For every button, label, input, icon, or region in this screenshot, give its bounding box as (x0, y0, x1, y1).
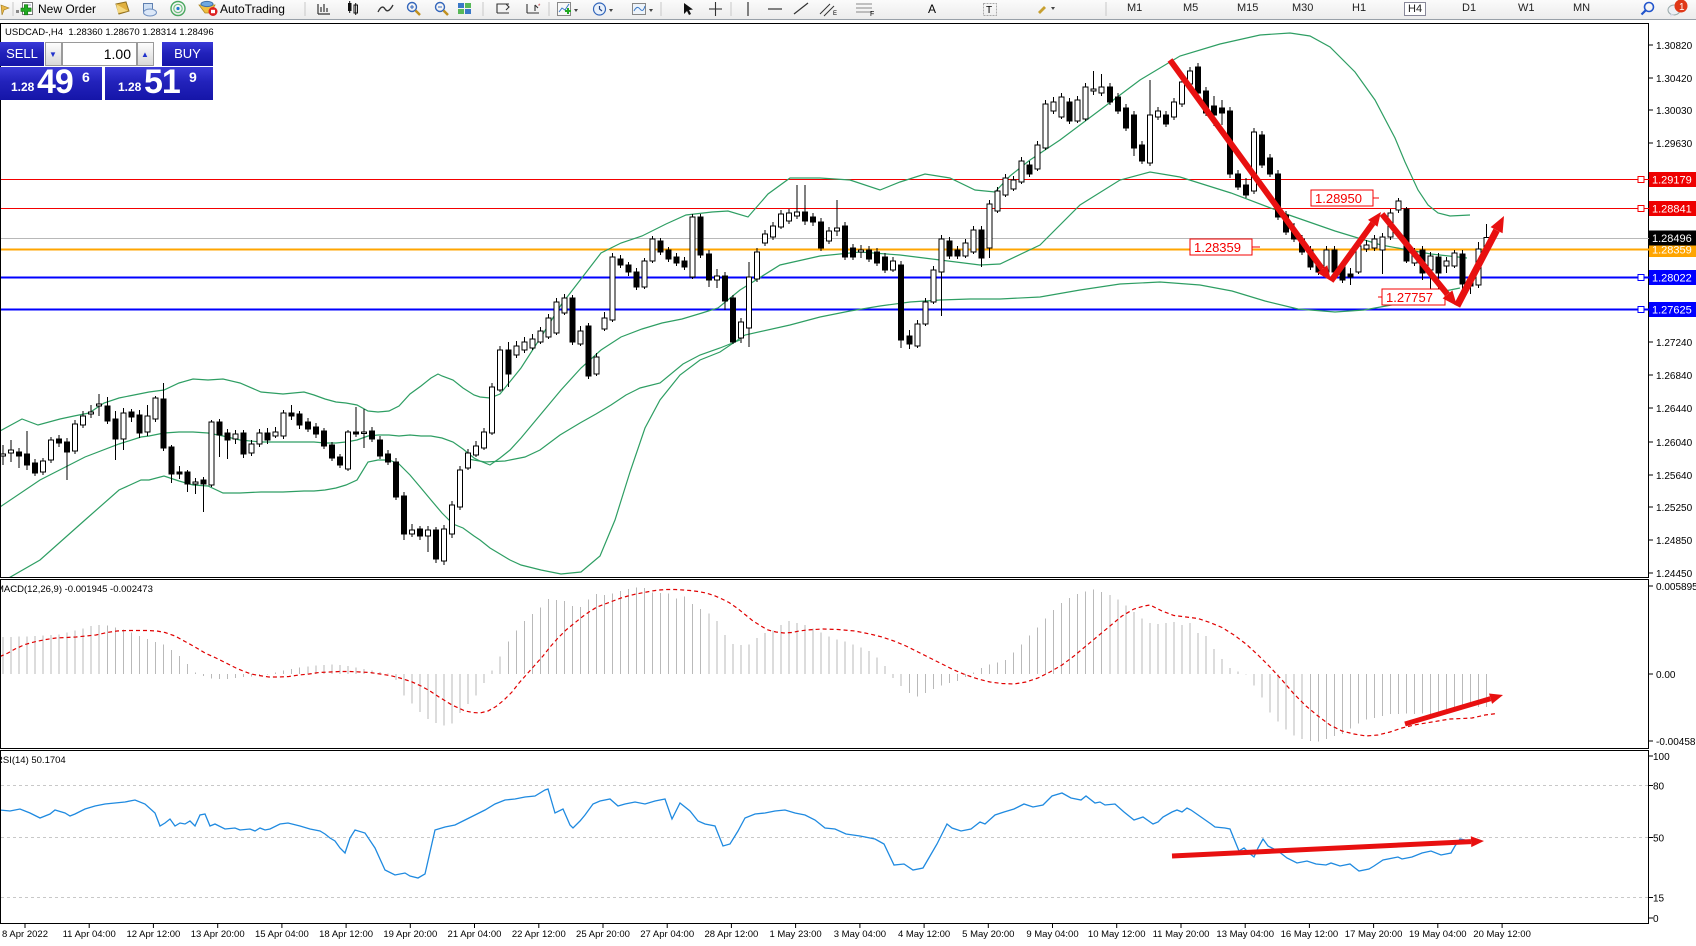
svg-text:1: 1 (1679, 2, 1685, 13)
svg-text:F: F (870, 11, 874, 18)
svg-text:1.27625: 1.27625 (1652, 305, 1692, 317)
svg-text:11 Apr 04:00: 11 Apr 04:00 (63, 929, 116, 940)
svg-text:50: 50 (1653, 834, 1665, 845)
svg-text:1.25250: 1.25250 (1656, 503, 1693, 514)
svg-text:1.26040: 1.26040 (1656, 438, 1693, 449)
svg-text:5 May 20:00: 5 May 20:00 (962, 929, 1014, 940)
svg-text:T: T (986, 5, 992, 16)
svg-text:12 Apr 12:00: 12 Apr 12:00 (126, 929, 180, 940)
svg-text:1.28496: 1.28496 (1652, 233, 1692, 245)
svg-text:1.27757: 1.27757 (1386, 290, 1433, 305)
svg-text:1.28841: 1.28841 (1652, 204, 1692, 216)
svg-text:1.28359: 1.28359 (1194, 240, 1241, 255)
svg-text:-0.004586: -0.004586 (1656, 737, 1696, 748)
svg-text:0.005895: 0.005895 (1656, 582, 1696, 593)
svg-text:11 May 20:00: 11 May 20:00 (1153, 929, 1210, 940)
svg-text:100: 100 (1653, 752, 1670, 763)
svg-text:13 May 04:00: 13 May 04:00 (1216, 929, 1274, 940)
svg-text:1.29179: 1.29179 (1652, 175, 1692, 187)
svg-text:9 May 04:00: 9 May 04:00 (1026, 929, 1078, 940)
svg-text:1 May 23:00: 1 May 23:00 (769, 929, 821, 940)
svg-text:27 Apr 04:00: 27 Apr 04:00 (640, 929, 694, 940)
svg-text:1.29630: 1.29630 (1656, 139, 1693, 150)
svg-text:25 Apr 20:00: 25 Apr 20:00 (576, 929, 630, 940)
svg-text:10 May 12:00: 10 May 12:00 (1088, 929, 1146, 940)
svg-text:USDCAD-,H4 1.28360 1.28670 1.: USDCAD-,H4 1.28360 1.28670 1.28314 1.284… (5, 27, 214, 38)
svg-text:*: * (538, 4, 541, 10)
svg-text:15 Apr 04:00: 15 Apr 04:00 (255, 929, 309, 940)
svg-text:1.28950: 1.28950 (1315, 191, 1362, 206)
svg-text:1.30420: 1.30420 (1656, 74, 1693, 85)
svg-text:1.26440: 1.26440 (1656, 404, 1693, 415)
svg-text:19 Apr 20:00: 19 Apr 20:00 (383, 929, 437, 940)
svg-text:1.24850: 1.24850 (1656, 536, 1693, 547)
svg-text:1.30030: 1.30030 (1656, 106, 1693, 117)
svg-text:1.25640: 1.25640 (1656, 471, 1693, 482)
svg-text:4 May 12:00: 4 May 12:00 (898, 929, 950, 940)
svg-text:A: A (928, 2, 936, 16)
svg-text:21 Apr 04:00: 21 Apr 04:00 (448, 929, 502, 940)
svg-text:0.00: 0.00 (1656, 670, 1676, 681)
svg-text:1.27240: 1.27240 (1656, 338, 1693, 349)
svg-text:8 Apr 2022: 8 Apr 2022 (2, 929, 48, 940)
svg-text:20 May 12:00: 20 May 12:00 (1473, 929, 1531, 940)
svg-text:1.28359: 1.28359 (1652, 245, 1692, 257)
svg-text:1.28022: 1.28022 (1652, 273, 1692, 285)
svg-text:MACD(12,26,9) -0.001945 -0.002: MACD(12,26,9) -0.001945 -0.002473 (0, 584, 153, 595)
svg-text:E: E (833, 11, 837, 17)
svg-text:1.30820: 1.30820 (1656, 41, 1693, 52)
svg-text:17 May 20:00: 17 May 20:00 (1345, 929, 1403, 940)
svg-text:RSI(14) 50.1704: RSI(14) 50.1704 (0, 755, 66, 766)
svg-text:80: 80 (1653, 782, 1665, 793)
svg-text:28 Apr 12:00: 28 Apr 12:00 (704, 929, 758, 940)
svg-text:1.26840: 1.26840 (1656, 371, 1693, 382)
svg-text:15: 15 (1653, 894, 1665, 905)
svg-text:16 May 12:00: 16 May 12:00 (1281, 929, 1339, 940)
svg-text:3 May 04:00: 3 May 04:00 (834, 929, 886, 940)
svg-text:18 Apr 12:00: 18 Apr 12:00 (319, 929, 373, 940)
svg-text:22 Apr 12:00: 22 Apr 12:00 (512, 929, 566, 940)
svg-text:1.24450: 1.24450 (1656, 569, 1693, 580)
svg-text:19 May 04:00: 19 May 04:00 (1409, 929, 1467, 940)
svg-text:13 Apr 20:00: 13 Apr 20:00 (191, 929, 245, 940)
svg-text:0: 0 (1653, 914, 1659, 925)
